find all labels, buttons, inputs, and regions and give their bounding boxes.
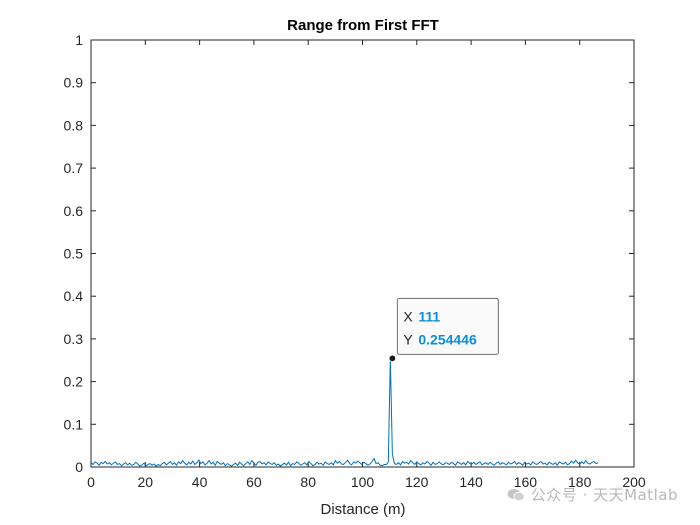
x-tick-label: 60 bbox=[246, 474, 262, 490]
x-tick-label: 200 bbox=[622, 474, 646, 490]
series-line bbox=[90, 358, 599, 467]
y-tick-label: 0.5 bbox=[64, 246, 84, 262]
y-tick-label: 0.6 bbox=[64, 203, 84, 219]
y-tick-label: 0.8 bbox=[64, 117, 84, 133]
watermark-text: 公众号 · 天天Matlab bbox=[530, 486, 678, 504]
data-tip-y-key: Y bbox=[403, 331, 413, 347]
data-tip-marker bbox=[388, 354, 396, 362]
chart-title: Range from First FFT bbox=[287, 17, 439, 34]
x-tick-label: 20 bbox=[138, 474, 154, 490]
data-tip-x-value: 111 bbox=[418, 308, 440, 324]
y-tick-label: 0.3 bbox=[64, 331, 84, 347]
x-tick-label: 140 bbox=[459, 474, 483, 490]
x-tick-label: 0 bbox=[87, 474, 95, 490]
x-tick-label: 100 bbox=[351, 474, 375, 490]
x-tick-label: 40 bbox=[192, 474, 208, 490]
y-tick-label: 1 bbox=[75, 32, 83, 48]
y-axis: 0 0.1 0.2 0.3 0.4 0.5 0.6 0.7 0.8 0.9 1 bbox=[64, 32, 634, 475]
data-tip-x-key: X bbox=[403, 308, 413, 324]
data-tip-y-value: 0.254446 bbox=[418, 331, 477, 347]
watermark: 公众号 · 天天Matlab bbox=[507, 484, 678, 505]
x-axis: 0 20 40 60 80 100 120 140 160 180 200 bbox=[87, 40, 646, 490]
x-tick-label: 80 bbox=[300, 474, 316, 490]
data-tip-box bbox=[396, 297, 499, 355]
plot-area bbox=[91, 40, 634, 467]
y-tick-label: 0.1 bbox=[64, 416, 84, 432]
y-tick-label: 0.4 bbox=[64, 288, 84, 304]
x-tick-label: 160 bbox=[514, 474, 538, 490]
y-tick-label: 0.7 bbox=[64, 160, 84, 176]
x-axis-label: Distance (m) bbox=[320, 501, 405, 518]
data-tip[interactable]: X 111 Y 0.254446 bbox=[388, 297, 499, 362]
y-tick-label: 0.2 bbox=[64, 374, 84, 390]
wechat-icon bbox=[507, 489, 525, 502]
y-tick-label: 0.9 bbox=[64, 75, 84, 91]
y-tick-label: 0 bbox=[75, 459, 83, 475]
plot-box bbox=[90, 39, 635, 468]
x-tick-label: 120 bbox=[405, 474, 429, 490]
x-tick-label: 180 bbox=[568, 474, 592, 490]
